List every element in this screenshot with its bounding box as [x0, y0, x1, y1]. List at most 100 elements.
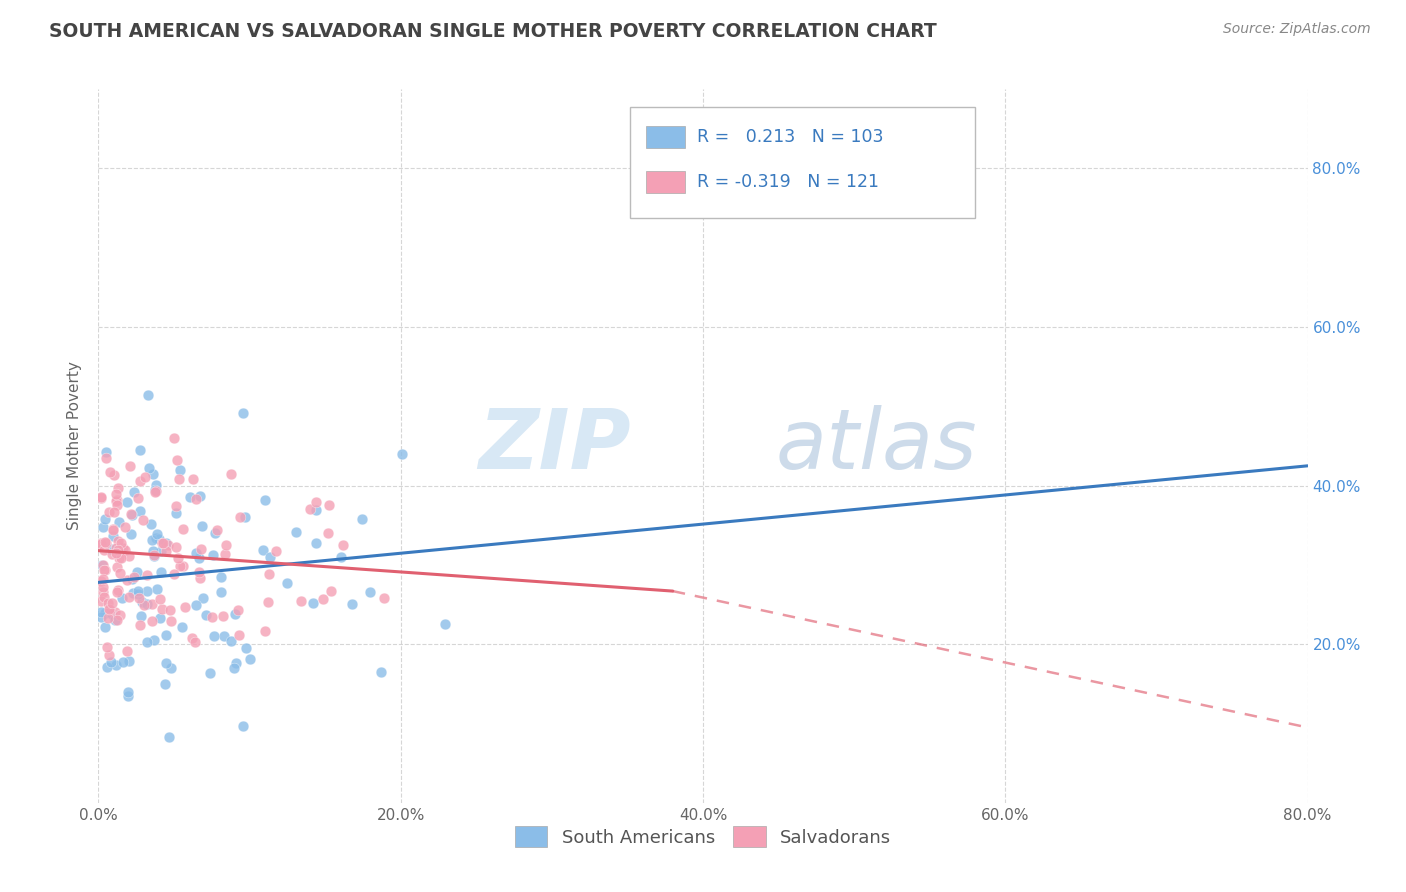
Point: [90, 537, 112, 551]
Point: [188, 489, 211, 503]
Point: [318, 498, 340, 512]
Point: [93, 519, 115, 533]
Point: [129, 618, 152, 632]
Point: [209, 570, 232, 584]
Point: [103, 468, 125, 483]
Point: [122, 485, 145, 500]
Point: [141, 614, 163, 628]
Point: [181, 472, 204, 486]
Point: [138, 460, 160, 475]
Point: [150, 601, 173, 615]
Point: [90, 610, 112, 624]
Point: [97, 596, 120, 610]
FancyBboxPatch shape: [630, 107, 976, 218]
Point: [94, 445, 117, 459]
Point: [190, 518, 212, 533]
Point: [107, 481, 129, 495]
Point: [127, 491, 149, 505]
Point: [184, 546, 207, 560]
Point: [129, 609, 152, 624]
Point: [159, 603, 181, 617]
Point: [94, 512, 117, 526]
Point: [139, 516, 162, 531]
Point: [143, 485, 166, 500]
Point: [162, 567, 184, 582]
Point: [225, 656, 247, 670]
Point: [110, 608, 132, 623]
Point: [141, 598, 163, 612]
Point: [145, 531, 167, 545]
Point: [100, 541, 122, 556]
Point: [172, 522, 194, 536]
Point: [155, 544, 177, 558]
Point: [101, 524, 124, 538]
Point: [91, 572, 114, 586]
Point: [145, 484, 167, 499]
Point: [259, 549, 281, 564]
Point: [149, 611, 172, 625]
Point: [290, 594, 312, 608]
Point: [202, 629, 225, 643]
Point: [304, 495, 326, 509]
Point: [127, 587, 149, 601]
Point: [305, 536, 328, 550]
Point: [155, 628, 177, 642]
Point: [146, 526, 169, 541]
Point: [93, 563, 115, 577]
FancyBboxPatch shape: [647, 126, 685, 148]
Point: [165, 499, 187, 513]
Point: [163, 431, 186, 445]
Point: [205, 523, 228, 537]
Point: [169, 463, 191, 477]
Point: [299, 501, 322, 516]
Point: [114, 520, 136, 534]
Point: [105, 658, 128, 673]
Point: [200, 666, 222, 681]
Point: [98, 505, 121, 519]
Point: [105, 585, 128, 599]
Point: [142, 544, 165, 558]
Point: [114, 542, 136, 557]
Point: [209, 585, 232, 599]
Point: [150, 543, 173, 558]
Point: [111, 541, 134, 555]
Point: [90, 490, 112, 504]
Point: [117, 590, 139, 604]
Point: [94, 450, 117, 465]
Point: [170, 620, 193, 634]
Point: [172, 559, 194, 574]
Text: ZIP: ZIP: [478, 406, 630, 486]
Point: [121, 586, 143, 600]
Point: [117, 685, 139, 699]
Point: [195, 607, 218, 622]
Point: [108, 566, 131, 580]
Point: [219, 634, 242, 648]
Point: [145, 478, 167, 492]
Point: [107, 534, 129, 549]
Point: [146, 582, 169, 596]
Point: [330, 549, 353, 564]
Point: [136, 634, 159, 648]
Point: [222, 661, 245, 675]
Point: [166, 452, 188, 467]
Point: [97, 602, 120, 616]
Point: [155, 677, 177, 691]
Point: [100, 547, 122, 561]
Point: [433, 616, 456, 631]
Point: [115, 644, 138, 658]
Point: [253, 624, 276, 639]
Point: [264, 544, 287, 558]
Point: [166, 550, 188, 565]
Point: [319, 584, 342, 599]
Point: [305, 503, 328, 517]
Point: [121, 572, 143, 586]
Point: [103, 505, 125, 519]
Text: R = -0.319   N = 121: R = -0.319 N = 121: [697, 173, 879, 191]
Point: [91, 585, 114, 599]
Point: [148, 532, 170, 546]
Point: [110, 535, 132, 549]
Legend: South Americans, Salvadorans: South Americans, Salvadorans: [515, 827, 891, 847]
Point: [90, 605, 112, 619]
Point: [350, 512, 373, 526]
FancyBboxPatch shape: [647, 170, 685, 194]
